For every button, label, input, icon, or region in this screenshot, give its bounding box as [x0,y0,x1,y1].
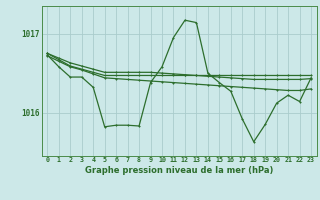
X-axis label: Graphe pression niveau de la mer (hPa): Graphe pression niveau de la mer (hPa) [85,166,273,175]
